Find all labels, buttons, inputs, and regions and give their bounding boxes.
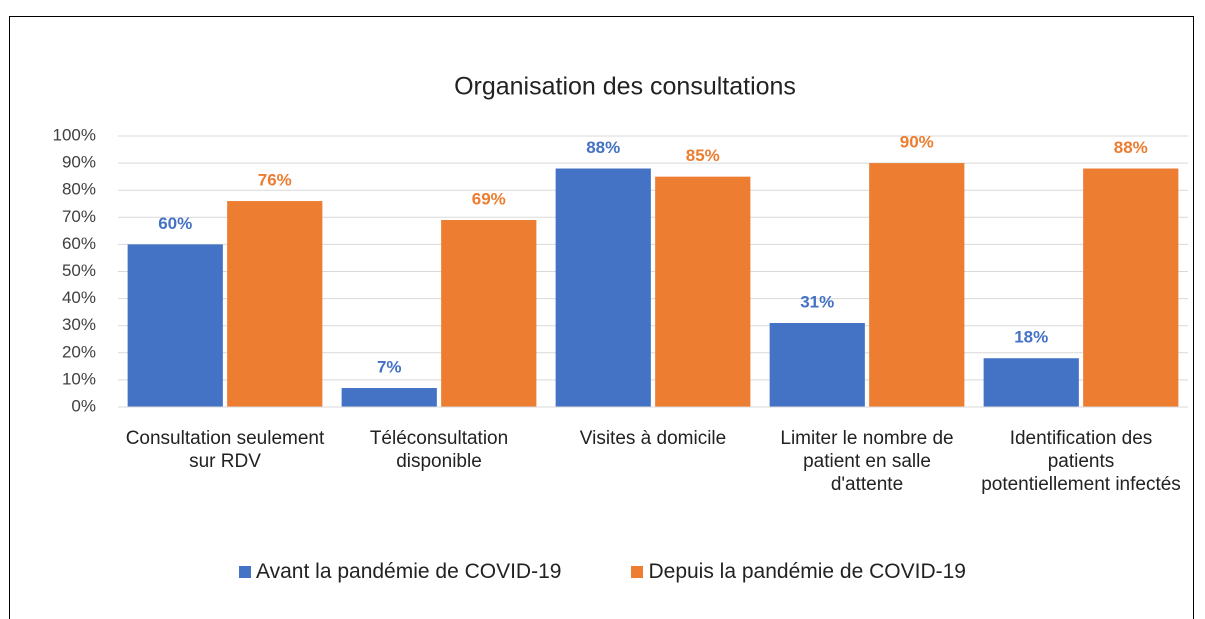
bar — [655, 176, 751, 407]
chart-frame — [9, 16, 1194, 619]
x-tick-label: Consultation seulement sur RDV — [125, 428, 325, 472]
y-tick-label: 40% — [62, 288, 96, 307]
y-tick-label: 70% — [62, 207, 96, 226]
data-label: 90% — [900, 133, 934, 152]
data-label: 69% — [472, 189, 506, 208]
data-label: 31% — [800, 292, 834, 311]
bar — [769, 322, 865, 407]
data-label: 88% — [1114, 138, 1148, 157]
y-tick-label: 50% — [62, 261, 96, 280]
data-label: 7% — [377, 358, 402, 377]
legend-label: Depuis la pandémie de COVID-19 — [648, 560, 966, 583]
bar — [1083, 168, 1179, 407]
bar — [341, 388, 437, 407]
data-label: 18% — [1014, 328, 1048, 347]
legend-item: Avant la pandémie de COVID-19 — [239, 560, 561, 584]
bar — [555, 168, 651, 407]
legend-swatch — [239, 566, 251, 578]
legend-label: Avant la pandémie de COVID-19 — [256, 560, 562, 583]
data-label: 85% — [686, 146, 720, 165]
y-tick-label: 60% — [62, 234, 96, 253]
x-tick-label: Visites à domicile — [579, 428, 727, 449]
y-tick-label: 80% — [62, 180, 96, 199]
y-tick-label: 10% — [62, 369, 96, 388]
legend: Avant la pandémie de COVID-19 Depuis la p… — [0, 560, 1205, 584]
data-label: 60% — [158, 214, 192, 233]
y-tick-label: 0% — [71, 396, 96, 415]
legend-item: Depuis la pandémie de COVID-19 — [631, 560, 966, 584]
y-tick-label: 100% — [53, 125, 96, 144]
y-tick-label: 90% — [62, 153, 96, 172]
x-tick-label: Limiter le nombre de patient en salle d'… — [780, 428, 954, 495]
x-tick-label: Téléconsultation disponible — [369, 428, 509, 472]
data-label: 88% — [586, 138, 620, 157]
bar — [127, 244, 223, 407]
legend-swatch — [631, 566, 644, 578]
data-label: 76% — [258, 171, 292, 190]
y-tick-label: 20% — [62, 342, 96, 361]
bar — [869, 163, 965, 407]
bar — [441, 220, 537, 407]
y-tick-label: 30% — [62, 315, 96, 334]
bar — [227, 201, 323, 407]
x-tick-label: Identification des patients potentiellem… — [981, 428, 1181, 495]
chart-title: Organisation des consultations — [454, 73, 796, 101]
bar — [983, 358, 1079, 407]
